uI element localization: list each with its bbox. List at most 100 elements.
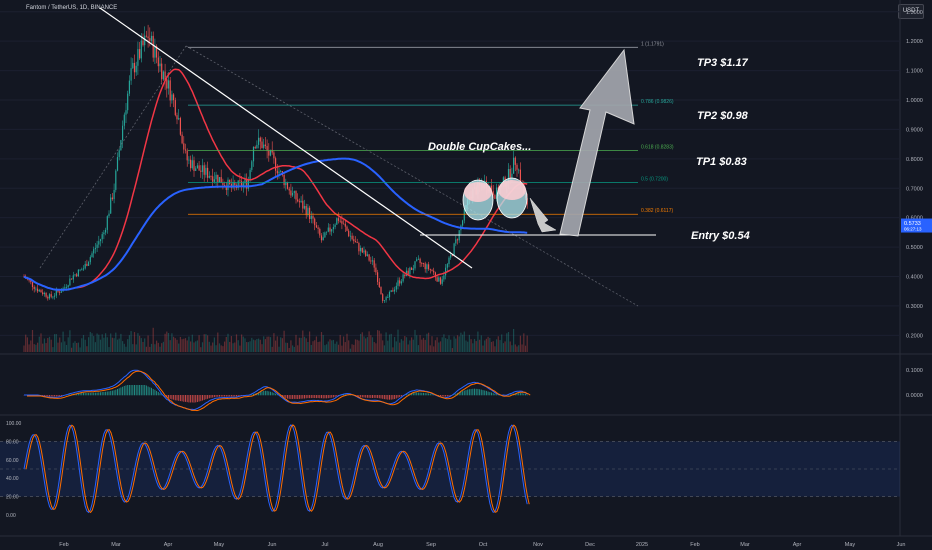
- candle-body: [38, 290, 40, 292]
- macd-histogram-bar: [297, 395, 299, 400]
- volume-bar: [484, 340, 486, 352]
- candle-body: [412, 268, 414, 270]
- candle-body: [159, 63, 161, 67]
- macd-histogram-bar: [151, 387, 152, 396]
- volume-bar: [424, 339, 426, 352]
- volume-bar: [334, 343, 336, 352]
- candle-body: [142, 40, 144, 46]
- volume-bar: [167, 333, 170, 352]
- volume-bar: [256, 338, 258, 352]
- macd-histogram-bar: [128, 385, 130, 396]
- volume-bar: [164, 333, 166, 352]
- macd-histogram-bar: [57, 395, 59, 397]
- volume-bar: [212, 342, 214, 352]
- macd-histogram-bar: [516, 393, 518, 396]
- volume-bar: [215, 345, 217, 352]
- volume-bar: [380, 333, 382, 352]
- volume-bar: [499, 340, 501, 352]
- macd-histogram-bar: [232, 395, 234, 397]
- macd-histogram-bar: [331, 395, 333, 398]
- volume-bar: [358, 340, 360, 352]
- candle-body: [443, 275, 445, 280]
- macd-histogram-bar: [360, 395, 362, 398]
- macd-histogram-bar: [89, 392, 91, 396]
- volume-bar: [507, 331, 510, 352]
- volume-bar: [477, 331, 479, 352]
- candle-body: [399, 280, 401, 284]
- volume-bar: [232, 343, 234, 352]
- candle-body: [463, 209, 465, 221]
- macd-histogram-bar: [98, 392, 100, 396]
- macd-histogram-bar: [298, 395, 300, 399]
- candle-body: [137, 49, 139, 66]
- macd-histogram-bar: [389, 395, 390, 400]
- macd-histogram-bar: [45, 395, 47, 397]
- candle-body: [429, 269, 431, 271]
- macd-histogram-bar: [470, 389, 472, 396]
- candle-body: [445, 267, 447, 276]
- volume-bar: [89, 331, 91, 352]
- volume-bar: [385, 332, 387, 352]
- ma-short-line: [23, 68, 528, 291]
- volume-bar: [489, 337, 491, 352]
- volume-bar: [303, 336, 306, 352]
- volume-bar: [273, 333, 275, 352]
- volume-bar: [422, 337, 425, 352]
- volume-bar: [86, 346, 88, 352]
- candle-body: [133, 62, 136, 73]
- candle-body: [516, 164, 518, 170]
- volume-bar: [176, 339, 178, 352]
- ma-long-line: [23, 157, 528, 291]
- macd-histogram-bar: [176, 395, 178, 401]
- macd-histogram-bar: [373, 395, 375, 398]
- macd-histogram-bar: [317, 395, 319, 399]
- candle-body: [339, 220, 341, 222]
- macd-histogram-bar: [315, 395, 317, 399]
- macd-histogram-bar: [161, 394, 163, 396]
- candle-body: [179, 118, 181, 135]
- candle-body: [434, 272, 436, 278]
- candle-body: [251, 161, 253, 170]
- candle-body: [305, 205, 307, 216]
- x-tick-label: May: [214, 542, 225, 548]
- candle-body: [191, 160, 193, 169]
- candle-body: [341, 221, 343, 224]
- volume-bar: [501, 334, 503, 352]
- candle-body: [224, 185, 226, 186]
- macd-histogram-bar: [132, 385, 134, 396]
- candle-body: [115, 170, 117, 190]
- candle-body: [288, 188, 290, 191]
- macd-histogram-bar: [383, 395, 385, 400]
- volume-bar: [225, 336, 227, 352]
- stoch-tick-label: 20.00: [6, 495, 19, 501]
- volume-bar: [429, 345, 431, 352]
- candle-body: [348, 230, 350, 237]
- volume-bar: [137, 333, 139, 352]
- volume-bar: [157, 342, 159, 352]
- volume-bar: [81, 338, 83, 352]
- candle-body: [297, 199, 299, 202]
- macd-histogram-bar: [482, 390, 484, 396]
- macd-tick-label: 0.1000: [906, 368, 923, 374]
- volume-bar: [354, 339, 357, 352]
- volume-bar: [300, 337, 302, 352]
- candle-body: [450, 255, 452, 258]
- macd-histogram-bar: [79, 393, 81, 396]
- macd-histogram-bar: [178, 395, 180, 401]
- volume-bar: [169, 340, 171, 352]
- macd-histogram-bar: [406, 394, 407, 396]
- macd-histogram-bar: [487, 391, 489, 396]
- volume-bar: [497, 336, 499, 352]
- volume-bar: [33, 344, 35, 352]
- candle-body: [47, 296, 49, 299]
- volume-bar: [52, 347, 54, 352]
- volume-bar: [349, 348, 351, 352]
- volume-bar: [224, 341, 226, 352]
- candle-body: [433, 270, 435, 273]
- candle-body: [275, 158, 277, 171]
- volume-bar: [71, 347, 73, 352]
- volume-bar: [269, 337, 272, 352]
- macd-histogram-bar: [220, 395, 222, 397]
- candle-body: [145, 35, 147, 37]
- candle-body: [320, 235, 323, 241]
